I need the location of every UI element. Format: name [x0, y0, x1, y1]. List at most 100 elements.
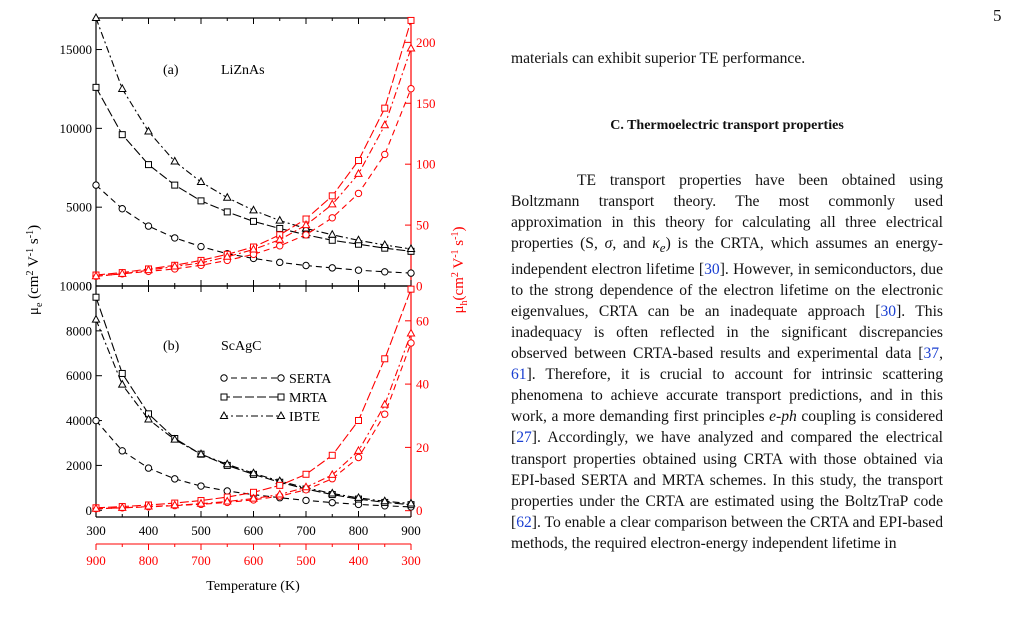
- data-point-triangle: [170, 434, 180, 443]
- paragraph-text: ]. Therefore, it is crucial to account f…: [511, 366, 943, 426]
- data-point-square: [381, 355, 389, 363]
- left-axis-title-units: (cm: [26, 275, 42, 302]
- data-point-circle: [354, 189, 363, 198]
- citation-link[interactable]: 37: [923, 345, 940, 363]
- data-point-triangle: [144, 126, 153, 135]
- paragraph-text: ]. To enable a clear comparison between …: [511, 513, 943, 552]
- left-axis-title: μe (cm2 V-1 s-1): [25, 225, 45, 315]
- citation-link[interactable]: 30: [880, 302, 897, 320]
- material-label: LiZnAs: [221, 63, 265, 78]
- data-point-triangle: [301, 220, 311, 229]
- data-point-triangle: [117, 268, 127, 277]
- paragraph-text: ,: [939, 345, 943, 363]
- right-tick-label: 0: [416, 503, 423, 518]
- data-point-triangle: [249, 468, 258, 477]
- data-point-circle: [144, 222, 153, 230]
- left-axis-title-sup2: 2: [25, 271, 36, 276]
- legend-marker-square: [277, 393, 285, 401]
- paragraph-text: ) is the CRTA, which assumes an energy-i…: [511, 235, 943, 278]
- data-point-triangle: [380, 120, 390, 129]
- right-tick-label: 50: [416, 218, 429, 233]
- right-tick-label: 150: [416, 96, 436, 111]
- legend-marker-square: [220, 393, 228, 401]
- data-point-triangle: [196, 449, 206, 458]
- data-point-triangle: [354, 235, 363, 244]
- data-point-square: [302, 470, 310, 478]
- paragraph-text: ]. This inadequacy is often reflected in…: [511, 302, 943, 363]
- data-point-square: [92, 83, 100, 91]
- left-tick-label: 0: [86, 279, 93, 294]
- data-point-triangle: [249, 205, 258, 214]
- citation-link[interactable]: 27: [516, 429, 532, 447]
- data-point-triangle: [222, 459, 232, 468]
- data-point-triangle: [222, 251, 232, 260]
- paragraph-text: TE transport properties have been obtain…: [511, 172, 943, 253]
- paragraph-text: ]. However, in semiconductors, due to th…: [511, 260, 943, 320]
- data-point-circle: [381, 268, 389, 276]
- data-point-triangle: [354, 492, 363, 501]
- data-point-circle: [328, 498, 336, 507]
- series-line-ibte-hole: [95, 48, 412, 277]
- right-axis-title: μh(cm2 V-1 s-1): [450, 227, 470, 314]
- legend-marker-triangle: [219, 410, 229, 419]
- data-point-triangle: [196, 257, 206, 266]
- data-point-triangle: [196, 498, 206, 507]
- data-point-triangle: [91, 12, 101, 21]
- data-point-circle: [118, 447, 126, 455]
- x-tick-label-hole: 900: [86, 553, 106, 568]
- data-point-square: [407, 16, 415, 24]
- right-tick-label: 20: [416, 440, 429, 455]
- right-axis-title-s: s: [451, 240, 467, 250]
- data-point-triangle: [406, 43, 416, 52]
- right-axis-title-close: ): [451, 227, 467, 232]
- data-point-triangle: [275, 215, 285, 224]
- data-point-circle: [328, 214, 336, 222]
- left-tick-label: 15000: [60, 42, 93, 57]
- data-point-triangle: [380, 239, 390, 249]
- paragraph-text: , and: [612, 235, 653, 253]
- series-line-mrta-hole: [95, 20, 412, 276]
- data-point-circle: [381, 150, 389, 159]
- data-point-circle: [407, 339, 415, 347]
- x-tick-label-hole: 800: [139, 553, 159, 568]
- data-point-circle: [276, 242, 284, 250]
- legend-marker-circle: [277, 374, 285, 382]
- data-point-circle: [354, 266, 363, 274]
- citation-link[interactable]: 61: [511, 366, 527, 384]
- left-tick-label: 10000: [60, 121, 93, 136]
- data-point-triangle: [144, 501, 153, 510]
- data-point-circle: [276, 258, 284, 267]
- data-point-square: [92, 293, 100, 301]
- data-point-triangle: [91, 314, 101, 323]
- data-point-square: [355, 157, 362, 165]
- right-axis-title-supm1b: -1: [450, 232, 461, 240]
- citation-link[interactable]: 62: [516, 513, 532, 531]
- right-tick-label: 60: [416, 313, 429, 328]
- data-point-circle: [302, 496, 310, 505]
- data-point-square: [118, 369, 126, 377]
- paragraph-text: coupling is considered [: [511, 408, 943, 447]
- left-tick-label: 8000: [66, 323, 92, 338]
- subscript: e: [659, 240, 666, 256]
- data-point-square: [145, 161, 152, 169]
- data-point-circle: [381, 410, 389, 418]
- data-point-triangle: [170, 156, 180, 165]
- panel-label: (a): [163, 63, 179, 78]
- data-point-triangle: [301, 482, 311, 491]
- citation-link[interactable]: 30: [704, 260, 720, 278]
- data-point-circle: [144, 464, 153, 472]
- series-line-serta-hole: [95, 342, 412, 510]
- data-point-square: [355, 416, 362, 424]
- data-point-circle: [92, 181, 100, 189]
- series-line-ibte-electron: [95, 17, 412, 250]
- data-point-circle: [223, 487, 231, 495]
- left-axis-title-sub: e: [34, 302, 45, 307]
- data-point-circle: [302, 231, 310, 239]
- x-tick-label-hole: 700: [191, 553, 211, 568]
- right-axis-title-sup2: 2: [450, 272, 461, 277]
- data-point-square: [328, 451, 336, 459]
- data-point-circle: [354, 453, 363, 462]
- legend-label: SERTA: [289, 372, 332, 387]
- x-tick-label-hole: 600: [244, 553, 264, 568]
